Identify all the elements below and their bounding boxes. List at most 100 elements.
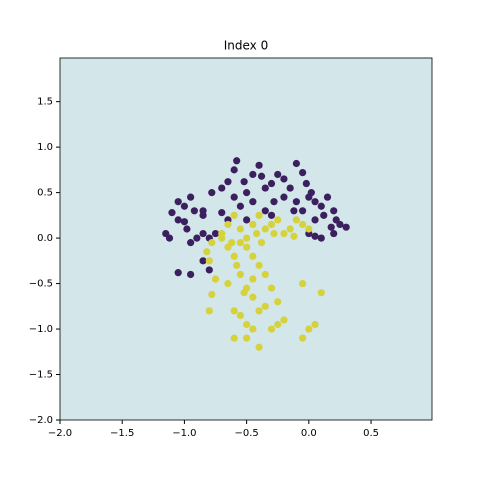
point	[274, 216, 282, 224]
point	[174, 269, 182, 277]
plot-frame	[59, 57, 433, 421]
point	[236, 270, 245, 279]
point	[252, 229, 261, 238]
point	[243, 334, 251, 342]
point	[249, 275, 257, 283]
point	[270, 229, 278, 238]
point	[302, 179, 310, 188]
point	[165, 234, 174, 242]
point	[305, 325, 313, 333]
point	[230, 307, 238, 315]
point	[249, 325, 257, 333]
point	[311, 216, 319, 224]
point	[299, 279, 307, 288]
point	[236, 225, 245, 233]
point	[180, 218, 189, 226]
point	[280, 229, 288, 238]
point	[317, 202, 325, 210]
point	[243, 234, 251, 242]
point	[261, 207, 269, 215]
point	[267, 284, 276, 292]
point	[311, 232, 319, 240]
y-tick-label: −1.5	[29, 370, 53, 381]
x-tick-label: −1.0	[172, 428, 196, 439]
point	[218, 229, 226, 238]
point	[233, 157, 241, 165]
point	[190, 207, 198, 215]
x-tick-label: −2.0	[48, 428, 72, 439]
point	[274, 320, 282, 329]
chart-title: Index 0	[224, 39, 268, 53]
point	[199, 257, 207, 265]
x-tick-label: 0.5	[363, 428, 379, 439]
point	[230, 211, 238, 219]
y-tick-label: −2.0	[29, 415, 53, 426]
point	[208, 239, 216, 247]
point	[267, 211, 276, 219]
point	[317, 234, 325, 242]
point	[249, 293, 257, 301]
point	[330, 229, 338, 238]
point	[255, 343, 263, 351]
point	[208, 189, 216, 197]
y-tick-label: 1.0	[37, 142, 53, 153]
point	[249, 170, 257, 179]
point	[211, 229, 220, 238]
point	[187, 193, 195, 201]
point	[230, 334, 238, 342]
point	[249, 252, 257, 260]
point	[274, 170, 282, 179]
point	[267, 179, 276, 188]
point	[183, 225, 191, 233]
x-tick-label: 0.0	[301, 428, 317, 439]
point	[311, 320, 319, 329]
point	[317, 289, 325, 297]
point	[280, 175, 288, 183]
point	[230, 193, 238, 201]
point	[249, 220, 257, 229]
point	[199, 229, 207, 238]
point	[323, 193, 332, 201]
point	[205, 307, 213, 315]
point	[240, 289, 248, 297]
point	[305, 225, 313, 233]
point	[174, 198, 182, 206]
point	[224, 178, 232, 186]
point	[230, 166, 238, 174]
point	[261, 302, 269, 310]
point	[330, 207, 338, 215]
x-tick-label: −1.5	[110, 428, 134, 439]
point	[280, 193, 288, 201]
point	[224, 220, 232, 229]
point	[218, 184, 226, 192]
point	[236, 202, 245, 210]
point	[286, 225, 294, 233]
point	[255, 161, 263, 169]
y-tick-label: −0.5	[29, 279, 53, 290]
point	[327, 223, 335, 231]
point	[205, 266, 213, 274]
point	[228, 239, 236, 247]
point	[230, 252, 238, 260]
point	[286, 184, 294, 192]
point	[274, 298, 282, 306]
point	[267, 220, 276, 229]
point	[224, 279, 232, 288]
x-tick-label: −0.5	[234, 428, 258, 439]
point	[299, 334, 307, 342]
point	[299, 169, 307, 177]
point	[240, 178, 248, 186]
point	[336, 220, 344, 229]
point	[208, 290, 216, 299]
point	[342, 223, 350, 231]
y-tick-label: 0.0	[37, 233, 53, 244]
point	[257, 239, 266, 247]
point	[270, 198, 278, 206]
point	[233, 261, 241, 269]
point	[255, 211, 263, 219]
y-tick-label: 1.5	[37, 97, 53, 108]
point	[249, 198, 257, 206]
point	[307, 189, 315, 197]
point	[292, 216, 300, 224]
point	[243, 189, 251, 197]
